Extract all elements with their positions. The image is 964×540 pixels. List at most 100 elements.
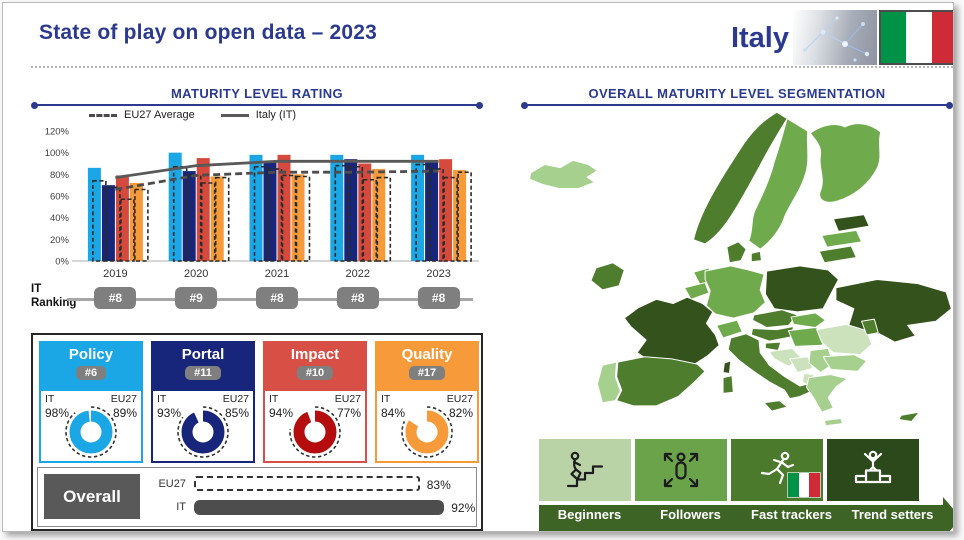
country-finland — [810, 124, 881, 203]
eu27-dashed-line-sample — [89, 113, 117, 117]
y-axis-tick: 80% — [50, 170, 70, 181]
flag-green-stripe — [881, 12, 907, 63]
bar-outline-policy-eu27 — [415, 163, 430, 262]
country-switzerland — [717, 320, 743, 338]
impact-card-header: Impact #10 — [265, 343, 365, 391]
bar-policy-it — [411, 154, 425, 261]
europe-choropleth-map — [523, 106, 954, 432]
trend-line-italy-(it) — [115, 159, 439, 179]
country-romania — [817, 324, 872, 354]
bar-outline-policy-eu27 — [253, 165, 269, 262]
overall-label: Overall — [44, 474, 140, 519]
quality-donut-chart — [401, 406, 453, 458]
bar-outline-portal-eu27 — [186, 174, 202, 262]
y-axis-tick: 40% — [50, 213, 70, 224]
overall-it-label: IT — [176, 501, 186, 513]
country-cyprus — [899, 412, 920, 421]
bar-outline-quality-eu27 — [134, 188, 149, 262]
country-lithuania — [819, 246, 856, 263]
overall-it-bar — [194, 500, 445, 515]
bar-portal-it — [263, 161, 277, 261]
podium-winner-icon — [854, 450, 892, 484]
y-axis-tick: 0% — [55, 257, 69, 268]
country-name: Italy — [730, 22, 789, 54]
overall-eu27-value: 83% — [426, 478, 451, 492]
x-axis-label: 2019 — [103, 268, 127, 280]
policy-eu-value: 89% — [112, 406, 137, 420]
country-crete — [824, 418, 842, 425]
quality-card-title: Quality — [401, 346, 453, 363]
beginners-box — [539, 439, 631, 501]
country-bulgaria — [823, 355, 867, 372]
bar-portal-it — [182, 171, 196, 261]
x-axis-label: 2020 — [184, 268, 208, 280]
bar-outline-impact-eu27 — [281, 174, 297, 262]
legend-eu27-label: EU27 Average — [124, 109, 195, 121]
country-norway — [694, 112, 788, 244]
portal-eu-value: 85% — [224, 406, 249, 420]
quality-it-value: 84% — [381, 406, 406, 420]
policy-card-header: Policy #6 — [41, 343, 141, 391]
policy-rank-badge: #6 — [75, 366, 107, 380]
country-sweden — [749, 119, 808, 250]
impact-card-title: Impact — [290, 346, 340, 363]
network-decoration-image — [793, 10, 877, 65]
country-estonia — [833, 215, 869, 232]
country-serbia — [809, 348, 833, 372]
bar-impact-it — [439, 159, 453, 261]
portal-it-value: 93% — [157, 406, 182, 420]
portal-card-body: IT 93% EU27 85% — [153, 391, 253, 461]
segmentation-labels: Beginners Followers Fast trackers Trend … — [539, 507, 943, 522]
it-ranking-label: IT Ranking — [31, 283, 77, 309]
country-iceland — [529, 160, 597, 188]
country-spain — [617, 357, 705, 406]
ranking-badge-2020: #9 — [175, 287, 218, 309]
ranking-badge-2022: #8 — [336, 287, 379, 309]
country-poland — [765, 266, 838, 312]
beginners-label: Beginners — [557, 507, 622, 522]
followers-label: Followers — [660, 507, 721, 522]
y-axis-tick: 60% — [50, 192, 70, 203]
flag-green-stripe — [788, 473, 799, 497]
header-divider — [31, 66, 953, 68]
segmentation-arrow-banner — [539, 497, 953, 531]
country-portugal — [597, 362, 620, 403]
country-slovenia — [765, 342, 780, 350]
country-france — [624, 297, 719, 366]
impact-eu-value: 77% — [336, 406, 361, 420]
segmentation-legend — [539, 439, 919, 501]
bar-policy-it — [330, 154, 344, 261]
bar-impact-it — [277, 154, 291, 261]
italy-position-marker-flag — [788, 473, 821, 497]
country-corsica — [723, 361, 731, 374]
fast-trackers-label: Fast trackers — [751, 507, 832, 522]
x-axis-label: 2023 — [426, 268, 450, 280]
bar-outline-quality-eu27 — [457, 171, 472, 262]
arrows-person-icon — [663, 452, 699, 488]
bar-outline-quality-eu27 — [214, 176, 230, 262]
policy-it-value: 98% — [45, 406, 70, 420]
portal-card: Portal #11 IT 93% EU27 85% — [151, 341, 255, 463]
quality-rank-badge: #17 — [408, 366, 446, 380]
flag-white-stripe — [906, 12, 932, 63]
portal-card-header: Portal #11 — [153, 343, 253, 391]
country-bosnia — [790, 357, 813, 373]
portal-rank-badge: #11 — [185, 366, 221, 380]
network-nodes-graphic — [803, 16, 870, 62]
runner-icon — [760, 451, 795, 485]
rule-end-dot — [476, 102, 483, 109]
bar-outline-portal-eu27 — [348, 165, 364, 262]
rule-line — [524, 104, 950, 106]
bar-outline-policy-eu27 — [334, 164, 350, 262]
country-sicily — [764, 401, 787, 411]
bar-outline-quality-eu27 — [295, 175, 311, 262]
flag-red-stripe — [809, 473, 821, 497]
country-slovakia — [791, 313, 826, 328]
bar-policy-it — [249, 154, 263, 261]
portal-donut-chart — [177, 406, 229, 458]
ranking-badge-2021: #8 — [256, 287, 298, 309]
country-latvia — [822, 230, 862, 247]
stairs-person-icon — [566, 451, 604, 488]
country-ireland — [591, 263, 624, 290]
ranking-badge-2023: #8 — [417, 287, 460, 309]
